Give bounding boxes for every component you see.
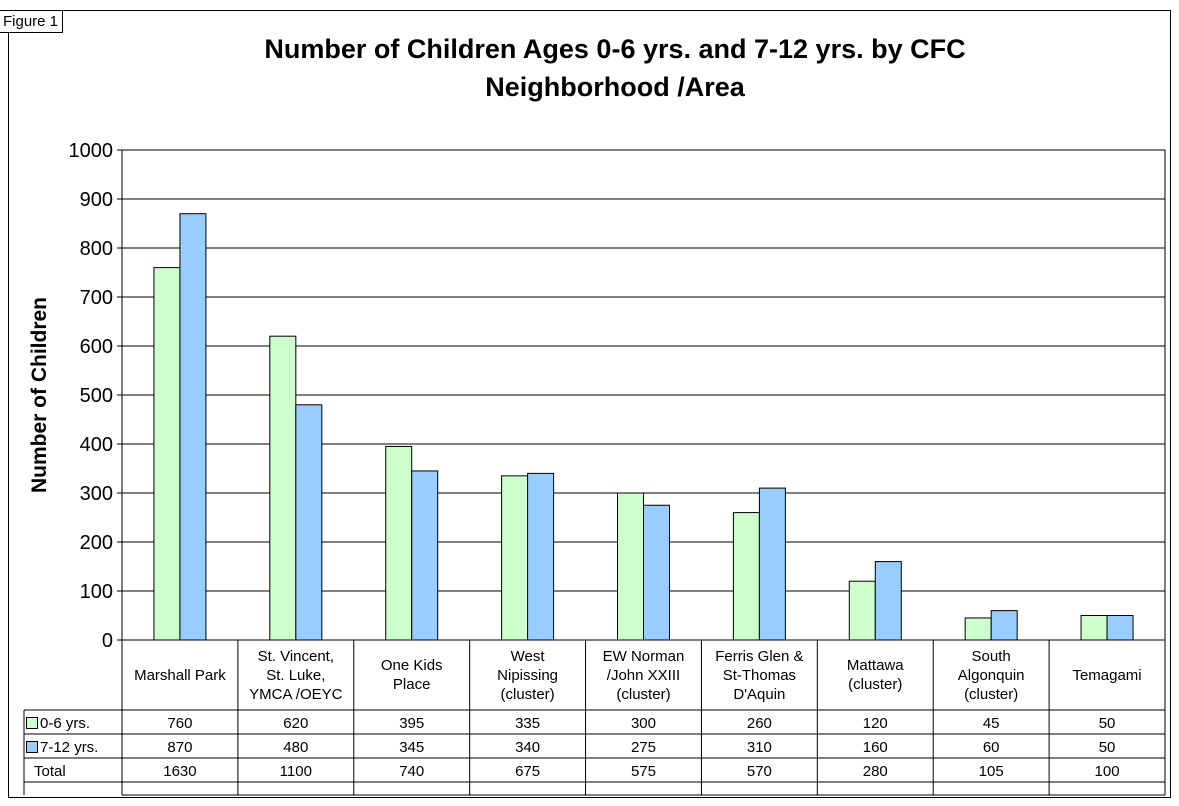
category-label-text: Ferris Glen & St-Thomas D'Aquin bbox=[715, 647, 804, 703]
table-cell: 310 bbox=[746, 738, 772, 756]
bar-ages-7-12 bbox=[527, 472, 555, 641]
bar-ages-0-6 bbox=[269, 335, 297, 641]
y-tick-label: 300 bbox=[80, 483, 113, 505]
category-label: Marshall Park bbox=[122, 642, 238, 708]
table-cell: 160 bbox=[862, 738, 888, 756]
bar-ages-0-6 bbox=[501, 475, 529, 641]
table-cell: 280 bbox=[862, 762, 888, 780]
table-cell: 60 bbox=[982, 738, 1000, 756]
table-cell: 870 bbox=[167, 738, 193, 756]
bar-ages-0-6 bbox=[1080, 615, 1108, 641]
table-cell: 275 bbox=[630, 738, 656, 756]
legend-text: 0-6 yrs. bbox=[40, 714, 91, 732]
category-label-text: Marshall Park bbox=[134, 666, 226, 684]
table-cell: 1630 bbox=[163, 762, 197, 780]
bar-ages-0-6 bbox=[732, 512, 760, 641]
category-label-text: EW Norman/John XXIII (cluster) bbox=[602, 647, 685, 703]
table-cell: 45 bbox=[982, 714, 1000, 732]
bar-ages-7-12 bbox=[179, 213, 207, 641]
category-label-text: Temagami bbox=[1072, 666, 1142, 684]
y-tick-label: 200 bbox=[80, 532, 113, 554]
legend-key bbox=[26, 717, 38, 729]
table-cell: 120 bbox=[862, 714, 888, 732]
table-cell: 335 bbox=[515, 714, 541, 732]
category-label-text: St. Vincent, St. Luke, YMCA /OEYC bbox=[249, 647, 343, 703]
legend-text: Total bbox=[34, 762, 66, 780]
table-cell: 620 bbox=[283, 714, 309, 732]
category-label-text: Mattawa (cluster) bbox=[846, 657, 904, 693]
table-cell: 50 bbox=[1098, 738, 1116, 756]
figure-label: Figure 1 bbox=[0, 10, 64, 33]
table-cell: 100 bbox=[1094, 762, 1120, 780]
bar-ages-0-6 bbox=[617, 492, 644, 641]
table-cell: 105 bbox=[978, 762, 1004, 780]
bar-ages-7-12 bbox=[874, 561, 902, 641]
y-tick-label: 100 bbox=[80, 581, 113, 603]
y-tick-label: 900 bbox=[80, 189, 113, 211]
table-cell: 570 bbox=[746, 762, 772, 780]
category-label: EW Norman/John XXIII (cluster) bbox=[586, 642, 702, 708]
bar-ages-0-6 bbox=[964, 617, 992, 641]
category-label: Mattawa (cluster) bbox=[817, 642, 933, 708]
bar-ages-7-12 bbox=[643, 504, 670, 641]
y-tick-label: 400 bbox=[80, 434, 113, 456]
table-cell: 260 bbox=[746, 714, 772, 732]
y-tick-label: 1000 bbox=[69, 140, 114, 162]
y-tick-label: 600 bbox=[80, 336, 113, 358]
y-tick-label: 800 bbox=[80, 238, 113, 260]
chart-frame bbox=[8, 10, 1171, 798]
bar-ages-7-12 bbox=[1106, 615, 1134, 641]
table-row-label: Total bbox=[34, 759, 66, 783]
bar-ages-7-12 bbox=[295, 404, 323, 641]
table-cell: 675 bbox=[515, 762, 541, 780]
table-cell: 395 bbox=[399, 714, 425, 732]
table-cell: 50 bbox=[1098, 714, 1116, 732]
category-label: St. Vincent, St. Luke, YMCA /OEYC bbox=[238, 642, 354, 708]
table-cell: 480 bbox=[283, 738, 309, 756]
category-label-text: West Nipissing (cluster) bbox=[497, 647, 559, 703]
y-tick-label: 700 bbox=[80, 287, 113, 309]
table-cell: 760 bbox=[167, 714, 193, 732]
table-cell: 340 bbox=[515, 738, 541, 756]
category-label-text: One Kids Place bbox=[380, 657, 443, 693]
legend-text: 7-12 yrs. bbox=[40, 738, 99, 756]
y-tick-label: 0 bbox=[102, 630, 113, 652]
category-label: West Nipissing (cluster) bbox=[470, 642, 586, 708]
table-cell: 575 bbox=[630, 762, 656, 780]
bar-ages-7-12 bbox=[411, 470, 439, 641]
table-cell: 345 bbox=[399, 738, 425, 756]
category-label: South Algonquin (cluster) bbox=[933, 642, 1049, 708]
legend-key bbox=[26, 741, 38, 753]
table-row-label: 7-12 yrs. bbox=[26, 735, 98, 759]
table-row-label: 0-6 yrs. bbox=[26, 711, 90, 735]
table-cell: 300 bbox=[630, 714, 656, 732]
bar-ages-7-12 bbox=[758, 487, 786, 641]
category-label: One Kids Place bbox=[354, 642, 470, 708]
table-cell: 740 bbox=[399, 762, 425, 780]
category-label-text: South Algonquin (cluster) bbox=[957, 647, 1025, 703]
chart-title-line-2: Neighborhood /Area bbox=[485, 72, 745, 102]
bar-ages-0-6 bbox=[848, 580, 876, 641]
bar-ages-0-6 bbox=[153, 267, 181, 641]
bar-ages-7-12 bbox=[990, 610, 1018, 641]
category-label: Ferris Glen & St-Thomas D'Aquin bbox=[701, 642, 817, 708]
table-cell: 1100 bbox=[279, 762, 312, 780]
bar-ages-0-6 bbox=[385, 445, 413, 641]
chart-title: Number of Children Ages 0-6 yrs. and 7-1… bbox=[120, 30, 1110, 106]
chart-title-line-1: Number of Children Ages 0-6 yrs. and 7-1… bbox=[264, 34, 966, 64]
y-tick-label: 500 bbox=[80, 385, 113, 407]
category-label: Temagami bbox=[1049, 642, 1165, 708]
